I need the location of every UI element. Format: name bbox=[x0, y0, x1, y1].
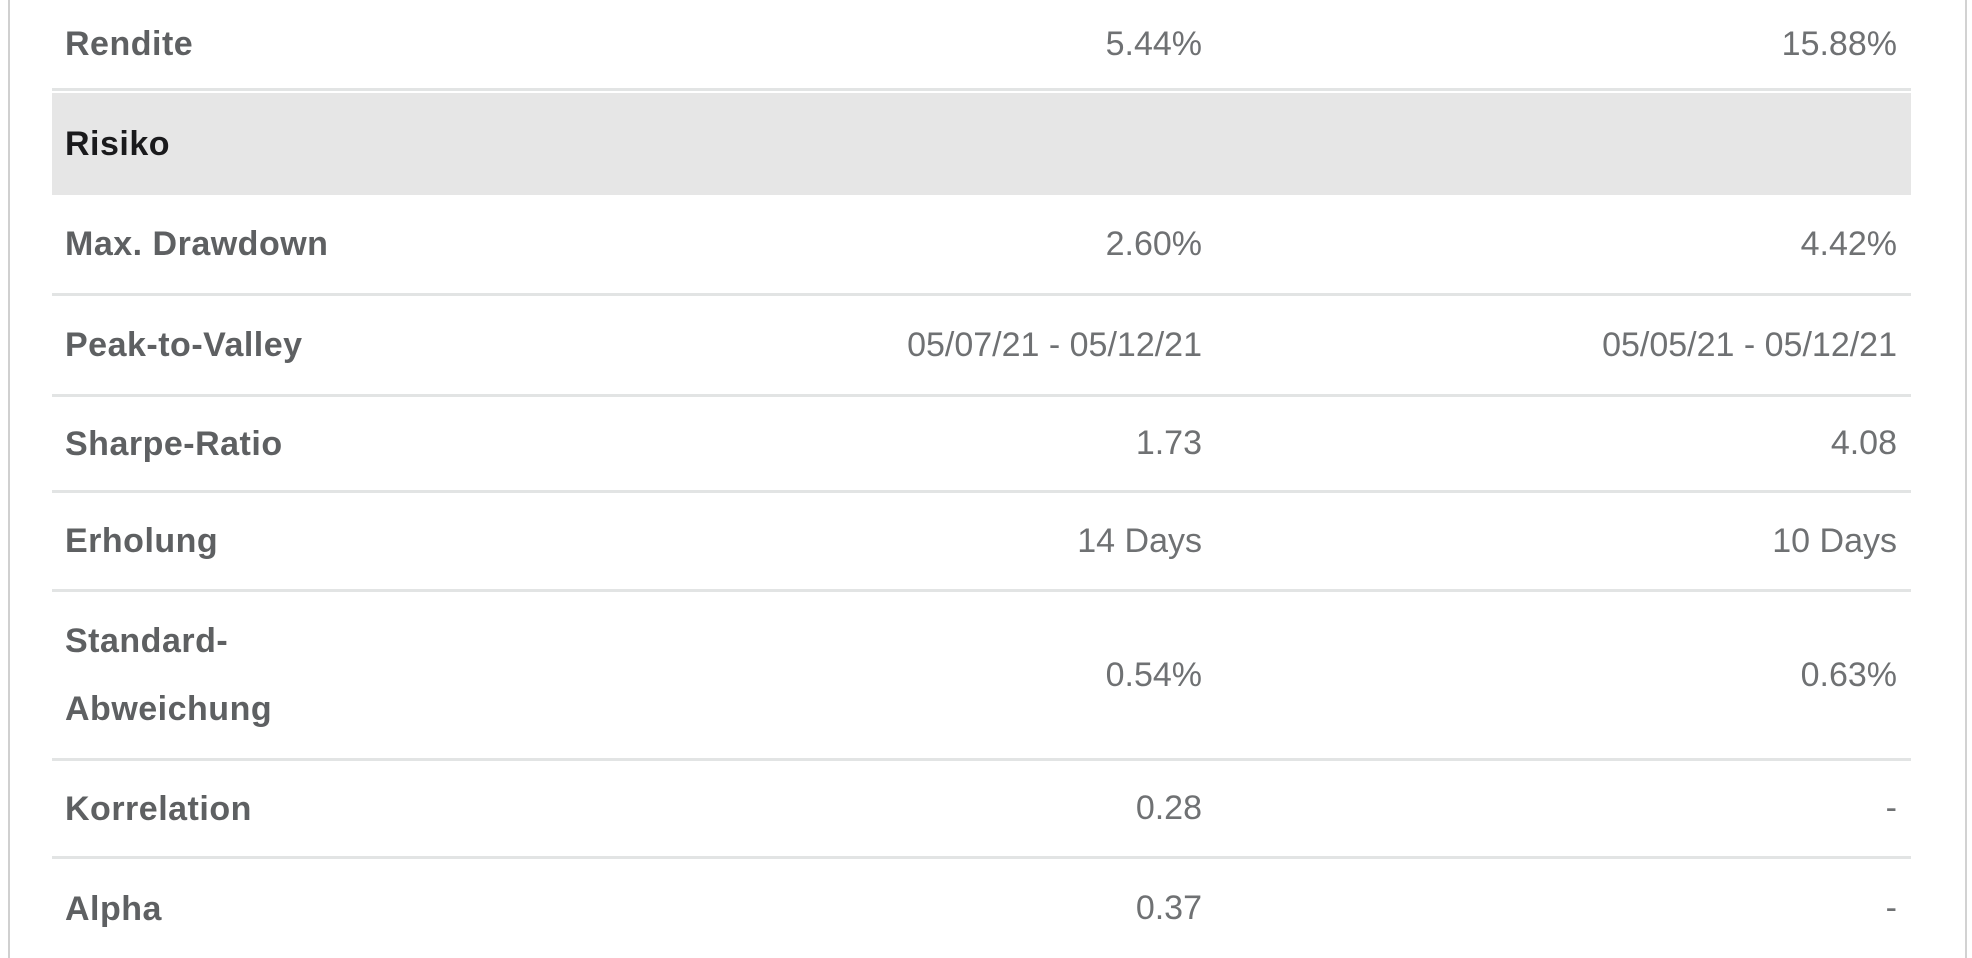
metrics-card: Rendite 5.44% 15.88% Risiko Max. Drawdow… bbox=[8, 0, 1967, 958]
metric-label: Sharpe-Ratio bbox=[65, 424, 283, 463]
metric-value-col2: 0.63% bbox=[1800, 655, 1897, 694]
metric-value-col1: 0.28 bbox=[1135, 789, 1202, 827]
metric-value-col2: 05/05/21 - 05/12/21 bbox=[1602, 325, 1897, 364]
section-header-label: Risiko bbox=[65, 125, 171, 163]
metric-value-col2: 4.42% bbox=[1800, 224, 1897, 263]
table-row-rendite: Rendite 5.44% 15.88% bbox=[52, 0, 1911, 91]
metric-value-col1: 05/07/21 - 05/12/21 bbox=[907, 325, 1202, 364]
table-row-erholung: Erholung 14 Days 10 Days bbox=[52, 493, 1911, 592]
metric-label: Rendite bbox=[65, 25, 194, 63]
metric-label: Peak-to-Valley bbox=[65, 326, 303, 364]
metric-value-col2: 4.08 bbox=[1830, 424, 1897, 462]
metric-value-col2: 15.88% bbox=[1781, 24, 1897, 63]
metric-label: Korrelation bbox=[65, 789, 252, 828]
table-row-sharpe-ratio: Sharpe-Ratio 1.73 4.08 bbox=[52, 397, 1911, 493]
table-row-korrelation: Korrelation 0.28 - bbox=[52, 761, 1911, 859]
table-row-alpha: Alpha 0.37 - bbox=[52, 859, 1911, 958]
metrics-table: Rendite 5.44% 15.88% Risiko Max. Drawdow… bbox=[52, 0, 1911, 958]
metric-value-col2: 10 Days bbox=[1772, 521, 1897, 560]
table-row-peak-to-valley: Peak-to-Valley 05/07/21 - 05/12/21 05/05… bbox=[52, 296, 1911, 397]
metric-value-col2: - bbox=[1885, 889, 1897, 927]
metric-value-col1: 5.44% bbox=[1105, 24, 1202, 63]
metric-label: Alpha bbox=[65, 889, 162, 928]
metric-value-col1: 14 Days bbox=[1077, 521, 1202, 560]
metric-value-col1: 2.60% bbox=[1105, 224, 1202, 263]
metric-value-col1: 1.73 bbox=[1135, 424, 1202, 462]
metric-label: Max. Drawdown bbox=[65, 225, 329, 263]
metric-value-col1: 0.54% bbox=[1105, 655, 1202, 694]
section-header-risiko: Risiko bbox=[52, 93, 1911, 195]
metric-value-col1: 0.37 bbox=[1135, 889, 1202, 927]
metric-label: Standard- Abweichung bbox=[65, 622, 273, 728]
table-row-standard-abweichung: Standard- Abweichung 0.54% 0.63% bbox=[52, 592, 1911, 761]
metric-label: Erholung bbox=[65, 522, 219, 560]
table-row-max-drawdown: Max. Drawdown 2.60% 4.42% bbox=[52, 195, 1911, 296]
metric-value-col2: - bbox=[1885, 789, 1897, 827]
